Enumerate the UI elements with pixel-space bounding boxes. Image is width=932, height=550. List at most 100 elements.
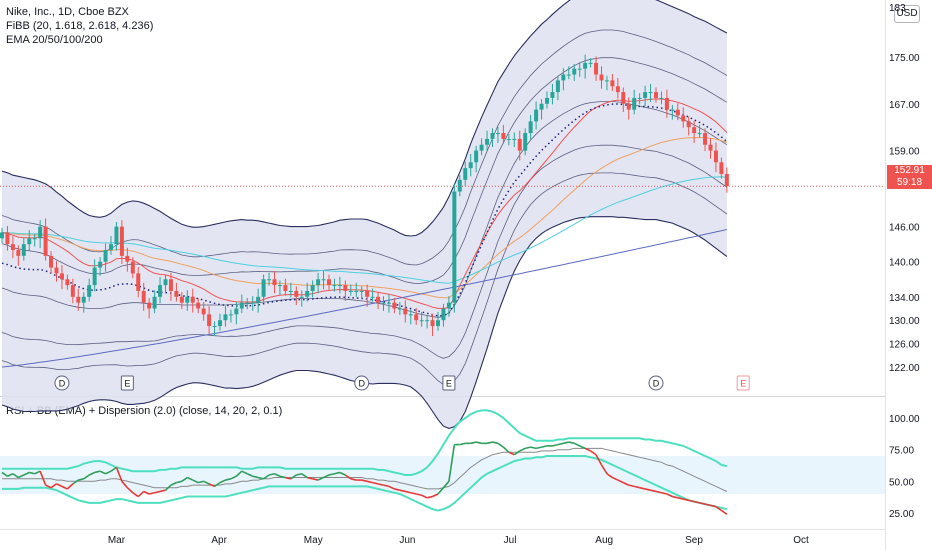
symbol-title[interactable]: Nike, Inc., 1D, Cboe BZX (6, 6, 129, 18)
candle-body (512, 138, 517, 140)
fib-band-basis (1, 101, 728, 318)
rsi-segment (710, 504, 717, 508)
candle-body (457, 179, 462, 192)
rsi-segment (704, 503, 711, 507)
rsi-segment (132, 492, 139, 498)
rsi-segment (688, 499, 695, 503)
candle-body (528, 121, 533, 134)
candle-body (92, 267, 97, 286)
candle-body (54, 267, 59, 274)
rsi-segment (442, 480, 450, 489)
candle-body (708, 144, 713, 151)
candle-body (267, 279, 272, 281)
candle-body (566, 74, 571, 76)
rsi-segment (470, 441, 477, 445)
candle-body (119, 226, 124, 256)
candle-body (550, 92, 555, 98)
earnings-marker (120, 375, 134, 391)
ema-indicator-label[interactable]: EMA 20/50/100/200 (6, 34, 103, 46)
rsi-segment (164, 484, 172, 491)
rsi-segment (12, 473, 19, 479)
earnings-marker (442, 375, 456, 391)
rsi-segment (541, 445, 548, 448)
rsi-segment (290, 474, 297, 480)
candle-body (697, 133, 702, 135)
rsi-segment (372, 481, 379, 485)
candle-body (681, 115, 686, 122)
rsi-segment (18, 474, 25, 479)
rsi-segment (410, 491, 417, 495)
candle-body (316, 279, 321, 286)
currency-badge[interactable]: USD (894, 5, 920, 23)
candle-body (392, 302, 397, 309)
rsi-indicator-label[interactable]: RSI + BB (EMA) + Dispersion (2.0) (close… (6, 405, 283, 417)
candle-body (425, 320, 430, 322)
candle-body (147, 302, 152, 309)
rsi-segment (176, 480, 183, 484)
month-tick-label: Jul (504, 535, 517, 546)
candle-body (495, 133, 500, 135)
rsi-segment (655, 490, 662, 494)
candle-body (659, 97, 664, 99)
candle-body (719, 162, 724, 174)
candle-body (87, 285, 92, 297)
candle-body (76, 296, 81, 303)
event-marker-label: E (124, 379, 130, 389)
candle-body (163, 279, 168, 286)
candle-body (419, 320, 424, 322)
rsi-segment (377, 483, 384, 486)
rsi-segment (525, 446, 531, 450)
candle-body (5, 232, 10, 245)
candle-body (686, 121, 691, 128)
candle-body (506, 138, 511, 140)
candle-body (452, 191, 457, 303)
rsi-segment (105, 470, 112, 475)
candle-body (305, 290, 310, 297)
candle-body (218, 320, 222, 327)
rsi-segment (61, 485, 68, 490)
candle-body (70, 285, 75, 297)
month-tick-label: Jun (399, 535, 415, 546)
rsi-segment (154, 490, 161, 494)
candle-body (381, 302, 386, 304)
month-tick-label: Oct (793, 535, 809, 546)
event-marker-label: D (59, 379, 66, 389)
rsi-segment (186, 476, 194, 481)
rsi-segment (285, 476, 292, 480)
candle-body (599, 74, 604, 81)
rsi-segment (235, 470, 243, 477)
candle-body (545, 97, 549, 104)
candle-body (474, 150, 479, 163)
event-marker-label: D (653, 379, 660, 389)
price-tick-label: 130.00 (889, 316, 920, 327)
rsi-segment (198, 480, 204, 484)
candle-body (234, 308, 239, 315)
rsi-segment (208, 483, 215, 488)
rsi-segment (628, 484, 635, 488)
candle-body (10, 244, 15, 251)
candle-body (485, 138, 490, 145)
fibb-indicator-label[interactable]: FiBB (20, 1.618, 2.618, 4.236) (6, 20, 154, 32)
candle-body (27, 238, 32, 245)
candle-body (141, 290, 146, 303)
candle-body (408, 314, 413, 316)
candle-body (310, 285, 315, 291)
rsi-segment (361, 479, 368, 483)
rsi-segment (203, 480, 210, 485)
dividend-marker (54, 375, 70, 391)
candle-body (43, 226, 48, 256)
candle-body (38, 226, 43, 239)
rsi-segment (170, 481, 177, 486)
rsi-tick-label: 25.00 (889, 509, 914, 520)
earnings-marker (736, 375, 750, 391)
candle-body (21, 244, 26, 256)
candle-body (664, 97, 669, 110)
candle-body (675, 109, 680, 116)
rsi-segment (513, 450, 521, 456)
rsi-segment (584, 447, 591, 452)
rsi-bb-upper (2, 409, 728, 476)
rsi-segment (350, 478, 357, 481)
rsi-segment (7, 473, 14, 477)
candle-body (441, 308, 446, 321)
